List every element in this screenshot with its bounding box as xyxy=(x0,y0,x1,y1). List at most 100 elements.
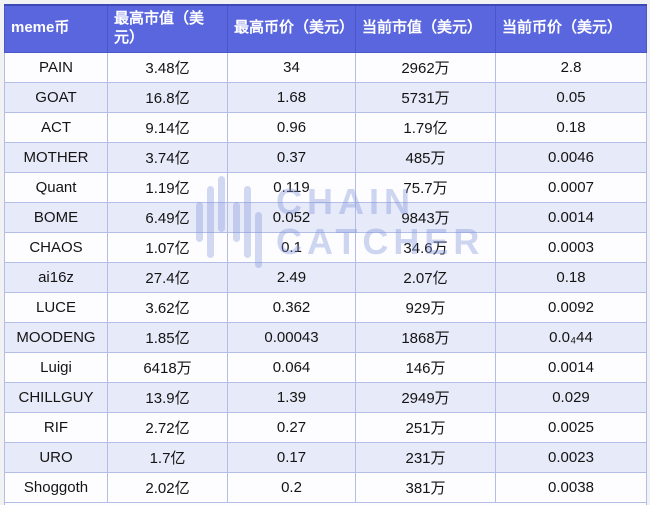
value-cell: 1868万 xyxy=(355,321,496,353)
value-cell: 0.96 xyxy=(227,111,356,143)
coin-name-cell: MOTHER xyxy=(4,141,108,173)
value-cell: 6418万 xyxy=(107,351,228,383)
value-cell: 0.27 xyxy=(227,411,356,443)
header-coin: meme币 xyxy=(4,4,108,53)
table-row: GOAT 16.8亿 1.68 5731万 0.05 xyxy=(4,81,647,113)
table-row: MOTHER 3.74亿 0.37 485万 0.0046 xyxy=(4,141,647,173)
value-cell: 5731万 xyxy=(355,81,496,113)
table-row: PAIN 3.48亿 34 2962万 2.8 xyxy=(4,51,647,83)
footer-cell: 数据源：GMGN数据采集时间：2025.3.20 xyxy=(4,501,647,505)
coin-name-cell: Shoggoth xyxy=(4,471,108,503)
value-cell: 381万 xyxy=(355,471,496,503)
value-cell: 0.0025 xyxy=(495,411,647,443)
table-row: Luigi 6418万 0.064 146万 0.0014 xyxy=(4,351,647,383)
value-cell: 0.119 xyxy=(227,171,356,203)
value-cell: 0.2 xyxy=(227,471,356,503)
value-cell: 1.68 xyxy=(227,81,356,113)
value-cell: 1.79亿 xyxy=(355,111,496,143)
coin-name-cell: GOAT xyxy=(4,81,108,113)
value-cell: 0.0014 xyxy=(495,201,647,233)
value-cell: 0.18 xyxy=(495,261,647,293)
value-cell: 2962万 xyxy=(355,51,496,83)
value-cell: 0.0014 xyxy=(495,351,647,383)
coin-name-cell: Quant xyxy=(4,171,108,203)
header-max-mcap: 最高市值（美元） xyxy=(107,4,228,53)
value-cell: 27.4亿 xyxy=(107,261,228,293)
value-cell: 2.07亿 xyxy=(355,261,496,293)
table-row: ACT 9.14亿 0.96 1.79亿 0.18 xyxy=(4,111,647,143)
value-cell: 0.0003 xyxy=(495,231,647,263)
value-cell: 929万 xyxy=(355,291,496,323)
value-cell: 1.19亿 xyxy=(107,171,228,203)
value-cell: 16.8亿 xyxy=(107,81,228,113)
table-row: LUCE 3.62亿 0.362 929万 0.0092 xyxy=(4,291,647,323)
coin-name-cell: CHAOS xyxy=(4,231,108,263)
value-cell: 9843万 xyxy=(355,201,496,233)
value-cell: 2.8 xyxy=(495,51,647,83)
value-cell: 3.74亿 xyxy=(107,141,228,173)
value-cell: 9.14亿 xyxy=(107,111,228,143)
table-row: MOODENG 1.85亿 0.00043 1868万 0.0₄44 xyxy=(4,321,647,353)
value-cell: 1.7亿 xyxy=(107,441,228,473)
value-cell: 0.37 xyxy=(227,141,356,173)
value-cell: 34.6万 xyxy=(355,231,496,263)
coin-name-cell: BOME xyxy=(4,201,108,233)
value-cell: 0.064 xyxy=(227,351,356,383)
coin-name-cell: Luigi xyxy=(4,351,108,383)
value-cell: 3.48亿 xyxy=(107,51,228,83)
table-row: ai16z 27.4亿 2.49 2.07亿 0.18 xyxy=(4,261,647,293)
value-cell: 13.9亿 xyxy=(107,381,228,413)
value-cell: 0.1 xyxy=(227,231,356,263)
value-cell: 0.0092 xyxy=(495,291,647,323)
coin-name-cell: ai16z xyxy=(4,261,108,293)
value-cell: 0.0023 xyxy=(495,441,647,473)
value-cell: 0.0046 xyxy=(495,141,647,173)
value-cell: 231万 xyxy=(355,441,496,473)
table-row: Shoggoth 2.02亿 0.2 381万 0.0038 xyxy=(4,471,647,503)
header-cur-price: 当前币价（美元） xyxy=(495,4,647,53)
coin-name-cell: CHILLGUY xyxy=(4,381,108,413)
value-cell: 0.029 xyxy=(495,381,647,413)
coin-name-cell: PAIN xyxy=(4,51,108,83)
header-row: meme币 最高市值（美元） 最高币价（美元） 当前市值（美元） 当前币价（美元… xyxy=(4,4,647,53)
value-cell: 485万 xyxy=(355,141,496,173)
coin-name-cell: RIF xyxy=(4,411,108,443)
value-cell: 0.05 xyxy=(495,81,647,113)
value-cell: 2949万 xyxy=(355,381,496,413)
value-cell: 3.62亿 xyxy=(107,291,228,323)
header-cur-mcap: 当前市值（美元） xyxy=(355,4,496,53)
value-cell: 1.39 xyxy=(227,381,356,413)
header-max-price: 最高币价（美元） xyxy=(227,4,356,53)
value-cell: 1.07亿 xyxy=(107,231,228,263)
table-body: PAIN 3.48亿 34 2962万 2.8 GOAT 16.8亿 1.68 5731万 0.0… xyxy=(4,51,647,503)
value-cell: 2.49 xyxy=(227,261,356,293)
table-row: RIF 2.72亿 0.27 251万 0.0025 xyxy=(4,411,647,443)
value-cell: 0.18 xyxy=(495,111,647,143)
table-header: meme币 最高市值（美元） 最高币价（美元） 当前市值（美元） 当前币价（美元… xyxy=(4,4,647,53)
value-cell: 0.362 xyxy=(227,291,356,323)
value-cell: 2.72亿 xyxy=(107,411,228,443)
value-cell: 1.85亿 xyxy=(107,321,228,353)
table-footer: 数据源：GMGN数据采集时间：2025.3.20 xyxy=(4,501,647,505)
value-cell: 0.0₄44 xyxy=(495,321,647,353)
value-cell: 0.052 xyxy=(227,201,356,233)
value-cell: 2.02亿 xyxy=(107,471,228,503)
value-cell: 251万 xyxy=(355,411,496,443)
table-row: URO 1.7亿 0.17 231万 0.0023 xyxy=(4,441,647,473)
table-row: Quant 1.19亿 0.119 75.7万 0.0007 xyxy=(4,171,647,203)
value-cell: 0.17 xyxy=(227,441,356,473)
value-cell: 146万 xyxy=(355,351,496,383)
footer-row: 数据源：GMGN数据采集时间：2025.3.20 xyxy=(4,501,647,505)
coin-name-cell: MOODENG xyxy=(4,321,108,353)
value-cell: 75.7万 xyxy=(355,171,496,203)
meme-coin-table: meme币 最高市值（美元） 最高币价（美元） 当前市值（美元） 当前币价（美元… xyxy=(4,4,647,505)
coin-name-cell: LUCE xyxy=(4,291,108,323)
table-row: CHILLGUY 13.9亿 1.39 2949万 0.029 xyxy=(4,381,647,413)
value-cell: 0.0038 xyxy=(495,471,647,503)
value-cell: 6.49亿 xyxy=(107,201,228,233)
table-row: CHAOS 1.07亿 0.1 34.6万 0.0003 xyxy=(4,231,647,263)
value-cell: 0.0007 xyxy=(495,171,647,203)
table-row: BOME 6.49亿 0.052 9843万 0.0014 xyxy=(4,201,647,233)
coin-name-cell: URO xyxy=(4,441,108,473)
